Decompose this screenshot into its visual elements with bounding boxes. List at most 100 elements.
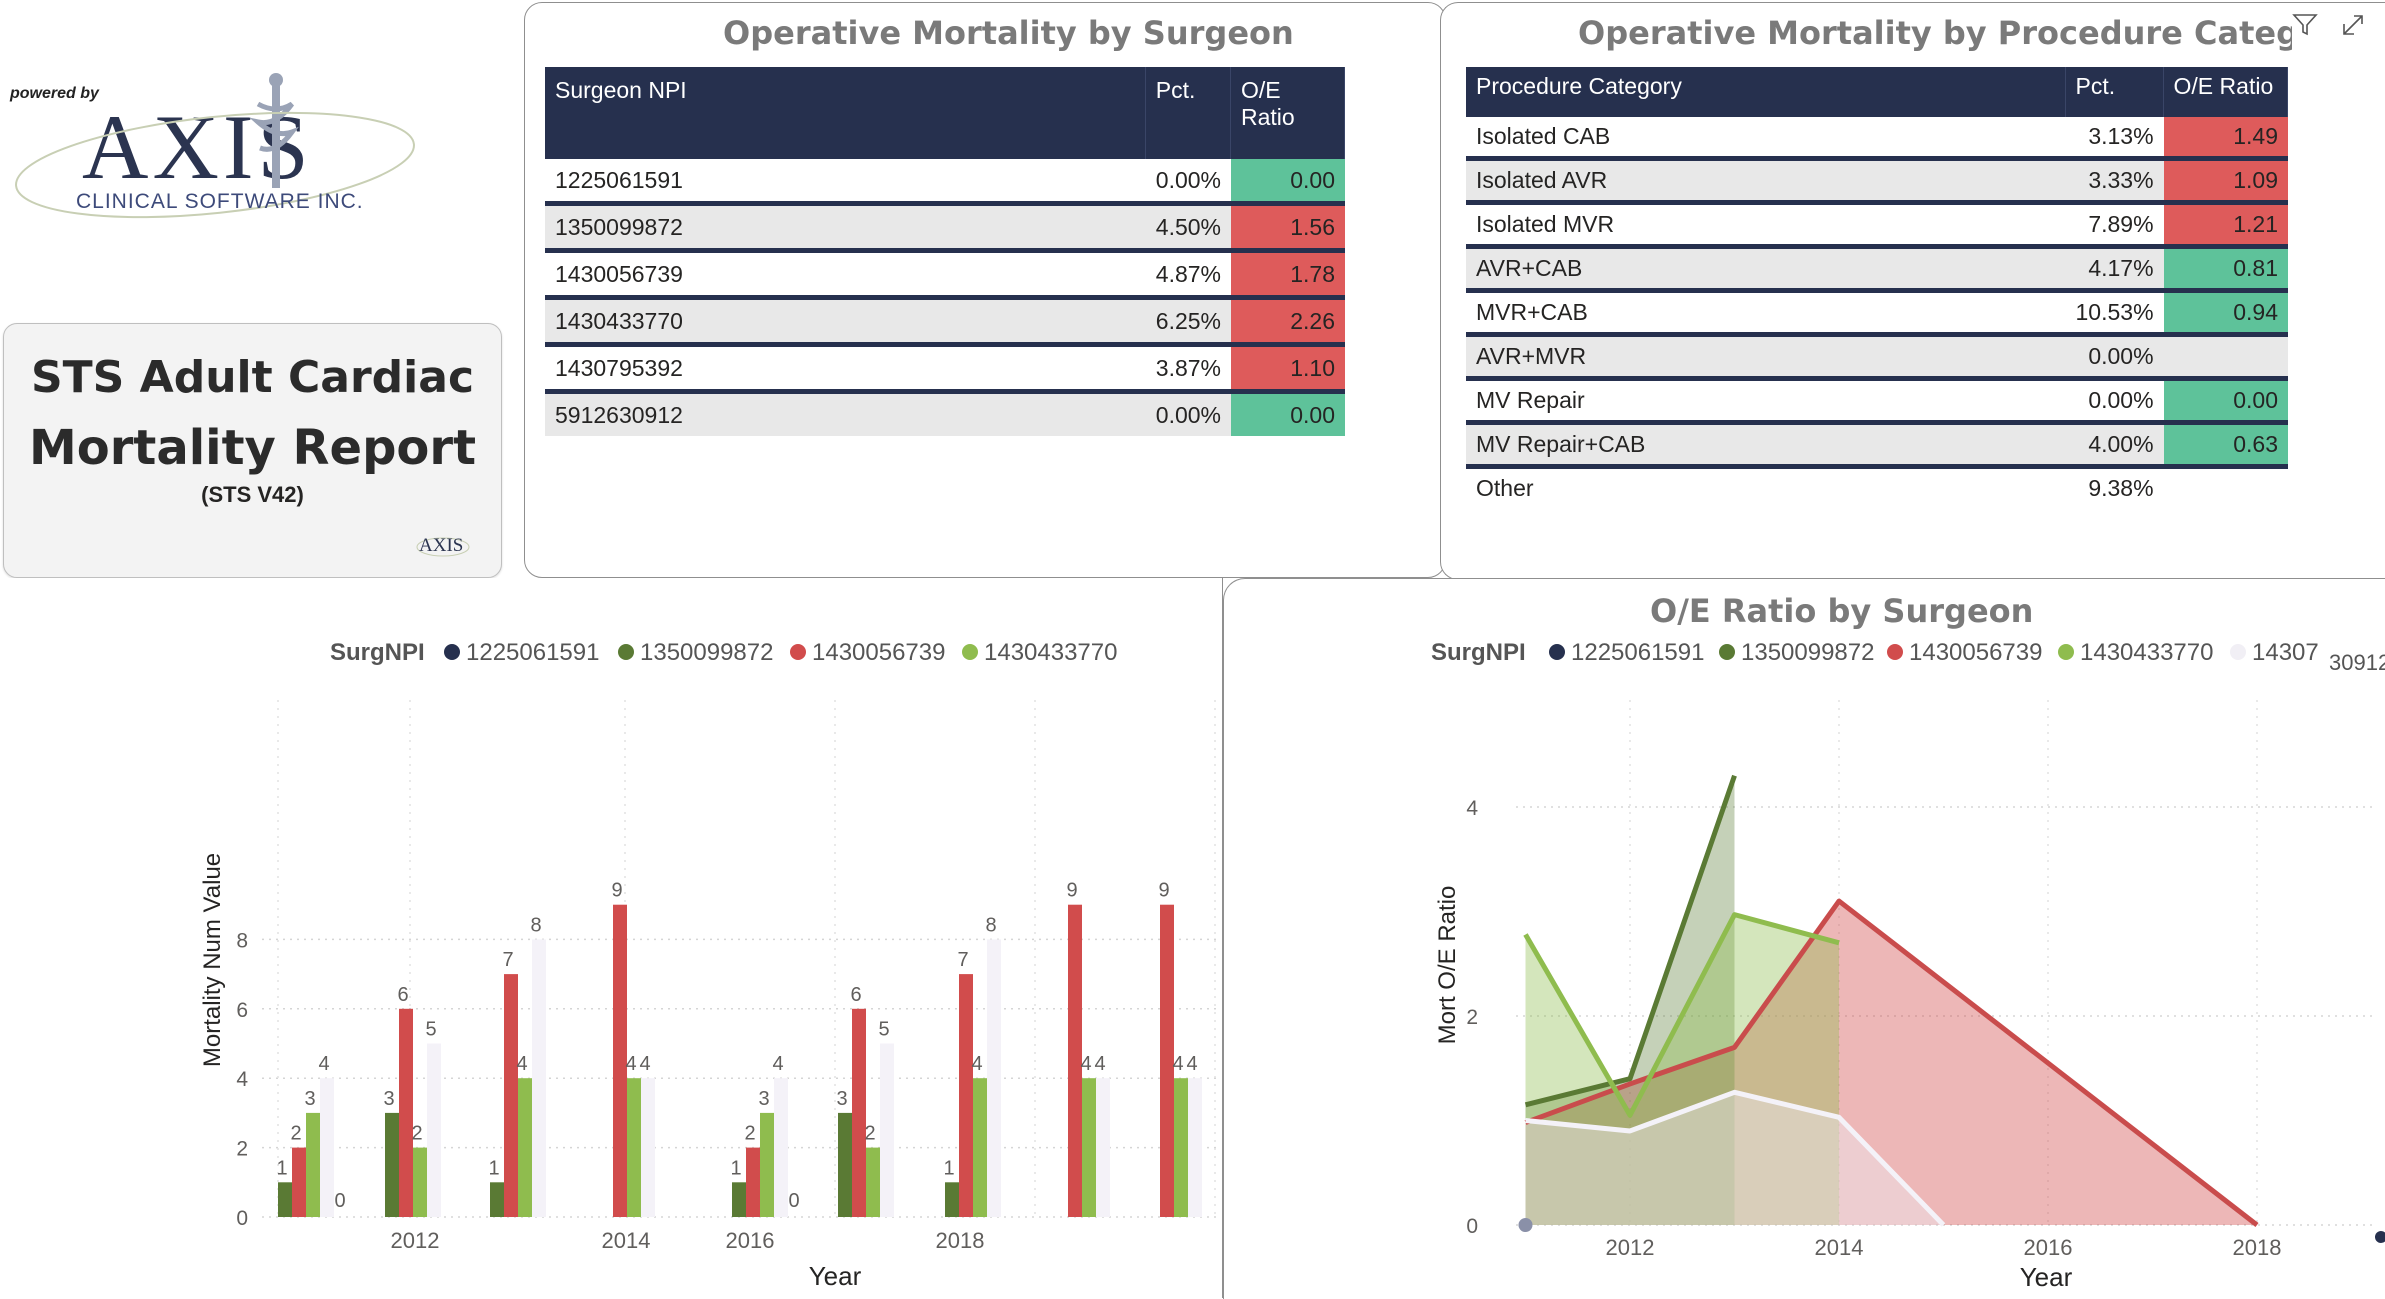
legend-marker [1719, 644, 1735, 660]
bar [866, 1148, 880, 1217]
table-row[interactable]: 1430056739 4.87% 1.78 [545, 253, 1345, 300]
bar-data-label: 4 [625, 1053, 636, 1075]
column-header-pct[interactable]: Pct. [2066, 67, 2164, 117]
table-row[interactable]: Other 9.38% [1466, 469, 2288, 508]
bar [532, 939, 546, 1217]
bar-data-label: 6 [850, 984, 861, 1006]
cell-oe-ratio: 0.00 [2164, 381, 2288, 425]
table-row[interactable]: 1350099872 4.50% 1.56 [545, 206, 1345, 253]
table-row[interactable]: AVR+CAB 4.17% 0.81 [1466, 249, 2288, 293]
bar [641, 1078, 655, 1217]
axis-logo: powered by AXIS CLINICAL SOFTWARE INC. [0, 60, 440, 250]
cell-oe-ratio: 1.21 [2164, 205, 2288, 249]
x-tick-label: 2014 [602, 1228, 651, 1253]
bar [399, 1009, 413, 1217]
procedure-table-title: Operative Mortality by Procedure Categor… [1578, 14, 2292, 52]
y-tick-label: 4 [236, 1068, 248, 1091]
x-tick-label: 2016 [2024, 1235, 2073, 1260]
cell-procedure-category: Isolated AVR [1466, 161, 2066, 205]
table-row[interactable]: 1225061591 0.00% 0.00 [545, 159, 1345, 206]
legend-item: 1430056739 [1909, 639, 2042, 666]
table-row[interactable]: Isolated AVR 3.33% 1.09 [1466, 161, 2288, 205]
cell-pct: 3.33% [2066, 161, 2164, 205]
legend-marker [2230, 644, 2246, 660]
bar-data-label: 3 [758, 1088, 769, 1110]
bar-data-label: 6 [397, 984, 408, 1006]
bar [490, 1182, 504, 1217]
cell-surgeon-npi: 5912630912 [545, 394, 1146, 436]
bar-data-label: 4 [318, 1053, 329, 1075]
column-header-pct[interactable]: Pct. [1146, 67, 1231, 159]
bar-data-label: 8 [985, 914, 996, 936]
table-row[interactable]: AVR+MVR 0.00% [1466, 337, 2288, 381]
bar-data-label: 1 [276, 1157, 287, 1179]
table-row[interactable]: 1430795392 3.87% 1.10 [545, 347, 1345, 394]
x-tick-label: 2012 [1606, 1235, 1655, 1260]
bar [385, 1113, 399, 1217]
bar-data-label: 4 [1186, 1053, 1197, 1075]
cell-surgeon-npi: 1350099872 [545, 206, 1146, 253]
oe-chart-y-axis-title: Mort O/E Ratio [1434, 886, 1461, 1045]
bar [427, 1044, 441, 1218]
bar-data-label: 1 [488, 1157, 499, 1179]
bar-data-label: 0 [334, 1190, 345, 1212]
table-row[interactable]: MV Repair+CAB 4.00% 0.63 [1466, 425, 2288, 469]
bar [504, 974, 518, 1217]
bar-data-label: 8 [530, 914, 541, 936]
table-row[interactable]: 5912630912 0.00% 0.00 [545, 394, 1345, 436]
cell-pct: 0.00% [1146, 394, 1231, 436]
cell-pct: 7.89% [2066, 205, 2164, 249]
table-row[interactable]: Isolated CAB 3.13% 1.49 [1466, 117, 2288, 161]
legend-title: SurgNPI [1431, 639, 1526, 666]
y-tick-label: 2 [1466, 1006, 1478, 1029]
bar [1082, 1078, 1096, 1217]
cell-surgeon-npi: 1430795392 [545, 347, 1146, 394]
column-header-oe-ratio[interactable]: O/E Ratio [2164, 67, 2288, 117]
cell-oe-ratio: 2.26 [1231, 300, 1345, 347]
table-row[interactable]: MV Repair 0.00% 0.00 [1466, 381, 2288, 425]
cell-pct: 6.25% [1146, 300, 1231, 347]
focus-mode-icon[interactable] [2340, 12, 2366, 38]
bar [413, 1148, 427, 1217]
bar-data-label: 1 [943, 1157, 954, 1179]
bar [1096, 1078, 1110, 1217]
surgeon-table-title: Operative Mortality by Surgeon [723, 14, 1294, 52]
report-title-line2: Mortality Report [4, 420, 501, 476]
cell-procedure-category: MVR+CAB [1466, 293, 2066, 337]
table-row[interactable]: MVR+CAB 10.53% 0.94 [1466, 293, 2288, 337]
cell-pct: 3.87% [1146, 347, 1231, 394]
legend-item: 1350099872 [640, 639, 773, 666]
cell-procedure-category: AVR+MVR [1466, 337, 2066, 381]
legend-item: 1430433770 [984, 639, 1117, 666]
filter-icon[interactable] [2292, 12, 2318, 38]
column-header-surgeon-npi[interactable]: Surgeon NPI [545, 67, 1146, 159]
legend-marker [1549, 644, 1565, 660]
cell-oe-ratio: 0.00 [1231, 394, 1345, 436]
y-tick-label: 0 [236, 1207, 248, 1230]
x-tick-label: 2018 [936, 1228, 985, 1253]
bar [306, 1113, 320, 1217]
bar [518, 1078, 532, 1217]
y-tick-label: 2 [236, 1138, 248, 1161]
cell-pct: 4.87% [1146, 253, 1231, 300]
cell-oe-ratio [2164, 337, 2288, 381]
legend-marker [962, 644, 978, 660]
bar-data-label: 2 [290, 1123, 301, 1145]
bar [852, 1009, 866, 1217]
column-header-procedure-category[interactable]: Procedure Category [1466, 67, 2066, 117]
table-row[interactable]: Isolated MVR 7.89% 1.21 [1466, 205, 2288, 249]
bar-data-label: 9 [1158, 880, 1169, 902]
legend-item: 30912 [2329, 650, 2385, 675]
table-row[interactable]: 1430433770 6.25% 2.26 [545, 300, 1345, 347]
legend-item: 1430056739 [812, 639, 945, 666]
procedure-table: Procedure Category Pct. O/E Ratio Isolat… [1466, 67, 2288, 508]
bar-data-label: 4 [1172, 1053, 1183, 1075]
cell-procedure-category: MV Repair [1466, 381, 2066, 425]
cell-oe-ratio: 1.78 [1231, 253, 1345, 300]
